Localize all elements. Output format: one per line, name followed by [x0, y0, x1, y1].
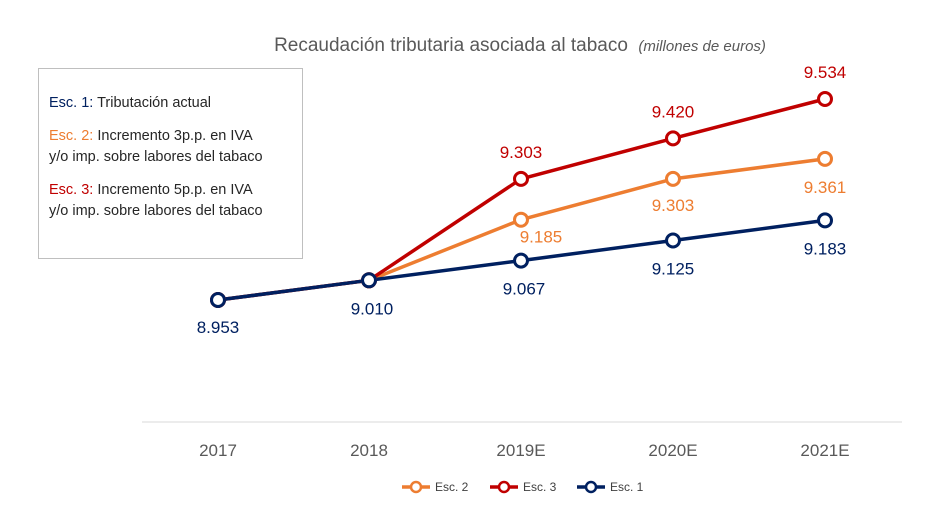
- data-label-esc2-2020E: 9.303: [652, 196, 695, 215]
- data-label-esc1-2018: 9.010: [351, 299, 394, 318]
- note-esc-3: Esc. 3: Incremento 5p.p. en IVA y/o imp. …: [49, 180, 302, 222]
- note-esc-2-text: Incremento 3p.p. en IVA: [97, 128, 253, 144]
- scenario-notes: Esc. 1: Tributación actual Esc. 2: Incre…: [38, 68, 303, 259]
- x-tick-label-2017: 2017: [199, 441, 237, 460]
- data-label-esc3-2020E: 9.420: [652, 102, 695, 121]
- legend-marker-1: [409, 480, 423, 494]
- data-label-esc2-2021E: 9.361: [804, 178, 847, 197]
- legend-marker-2: [497, 480, 511, 494]
- series-lines: [210, 91, 833, 308]
- note-esc-2-key: Esc. 2:: [49, 128, 94, 144]
- data-label-esc3-2021E: 9.534: [804, 63, 847, 82]
- note-esc-1: Esc. 1: Tributación actual: [49, 93, 302, 114]
- series-line-2: [217, 97, 826, 302]
- point-esc1-2020E: [665, 232, 681, 249]
- data-label-esc1-2017: 8.953: [197, 318, 240, 337]
- legend-label-1: Esc. 2: [435, 480, 469, 494]
- point-esc1-2018: [361, 272, 377, 289]
- point-esc2-2019E: [513, 211, 529, 228]
- point-esc1-2021E: [817, 212, 833, 229]
- point-esc3-2021E: [817, 91, 833, 107]
- legend: Esc. 2 Esc. 3 Esc. 1: [402, 480, 644, 494]
- data-label-esc2-2019E: 9.185: [520, 228, 563, 247]
- note-esc-2-text2: y/o imp. sobre labores del tabaco: [49, 149, 263, 165]
- note-esc-2: Esc. 2: Incremento 3p.p. en IVA y/o imp. …: [49, 126, 302, 168]
- note-esc-1-text: Tributación actual: [97, 95, 212, 111]
- point-esc1-2017: [210, 292, 226, 308]
- note-esc-3-key: Esc. 3:: [49, 182, 94, 198]
- point-esc3-2019E: [513, 170, 529, 187]
- point-esc2-2021E: [817, 150, 833, 167]
- x-axis-ticks: 2017 2018 2019E 2020E 2021E: [199, 441, 850, 460]
- legend-label-3: Esc. 1: [610, 480, 644, 494]
- data-label-esc1-2019E: 9.067: [503, 280, 546, 299]
- chart-title: Recaudación tributaria asociada al tabac…: [274, 35, 766, 56]
- chart-title-sub: (millones de euros): [638, 38, 766, 55]
- chart-title-main: Recaudación tributaria asociada al tabac…: [274, 35, 628, 56]
- data-label-esc1-2020E: 9.125: [652, 259, 695, 278]
- point-esc1-2019E: [513, 252, 529, 269]
- x-tick-label-2021E: 2021E: [800, 441, 849, 460]
- point-esc3-2020E: [665, 130, 681, 147]
- legend-marker-3: [584, 480, 598, 494]
- x-tick-label-2018: 2018: [350, 441, 388, 460]
- point-esc2-2020E: [665, 170, 681, 187]
- x-tick-label-2020E: 2020E: [648, 441, 697, 460]
- note-esc-3-text2: y/o imp. sobre labores del tabaco: [49, 203, 263, 219]
- data-label-esc1-2021E: 9.183: [804, 239, 847, 258]
- note-esc-3-text: Incremento 5p.p. en IVA: [97, 182, 253, 198]
- x-tick-label-2019E: 2019E: [496, 441, 545, 460]
- data-label-esc3-2019E: 9.303: [500, 143, 543, 162]
- note-esc-1-key: Esc. 1:: [49, 95, 94, 111]
- legend-label-2: Esc. 3: [523, 480, 557, 494]
- data-labels: 9.185 9.303 9.361 9.303 9.420 9.534 8.953 9.010…: [197, 63, 847, 337]
